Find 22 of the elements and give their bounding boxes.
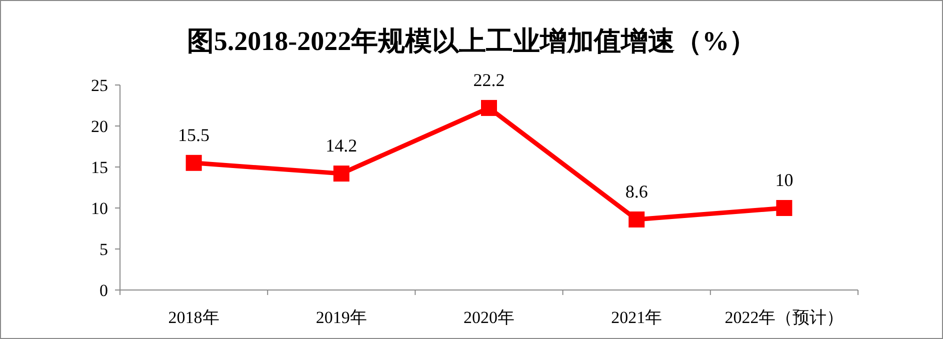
- y-tick-label: 10: [91, 199, 108, 218]
- chart-title: 图5.2018-2022年规模以上工业增加值增速（%）: [186, 26, 756, 56]
- y-tick-label: 15: [91, 158, 108, 177]
- point: [776, 200, 792, 216]
- point: [333, 166, 350, 182]
- data-label: 8.6: [625, 181, 648, 202]
- x-tick-label: 2022年（预计）: [724, 308, 844, 327]
- x-tick-label: 2018年: [168, 308, 220, 327]
- y-tick-label: 20: [91, 117, 108, 136]
- data-label: 14.2: [326, 136, 358, 156]
- x-tick-label: 2021年: [611, 308, 662, 327]
- point: [186, 154, 202, 171]
- data-label: 22.2: [473, 70, 505, 90]
- data-label: 10: [775, 170, 794, 190]
- point: [481, 100, 497, 116]
- y-tick-label: 0: [100, 281, 108, 300]
- x-tick-label: 2019年: [316, 308, 367, 327]
- y-tick-label: 25: [91, 76, 108, 95]
- data-label: 15.5: [178, 124, 210, 145]
- point: [628, 211, 645, 228]
- x-tick-label: 2020年: [464, 308, 514, 327]
- y-tick-label: 5: [100, 240, 108, 259]
